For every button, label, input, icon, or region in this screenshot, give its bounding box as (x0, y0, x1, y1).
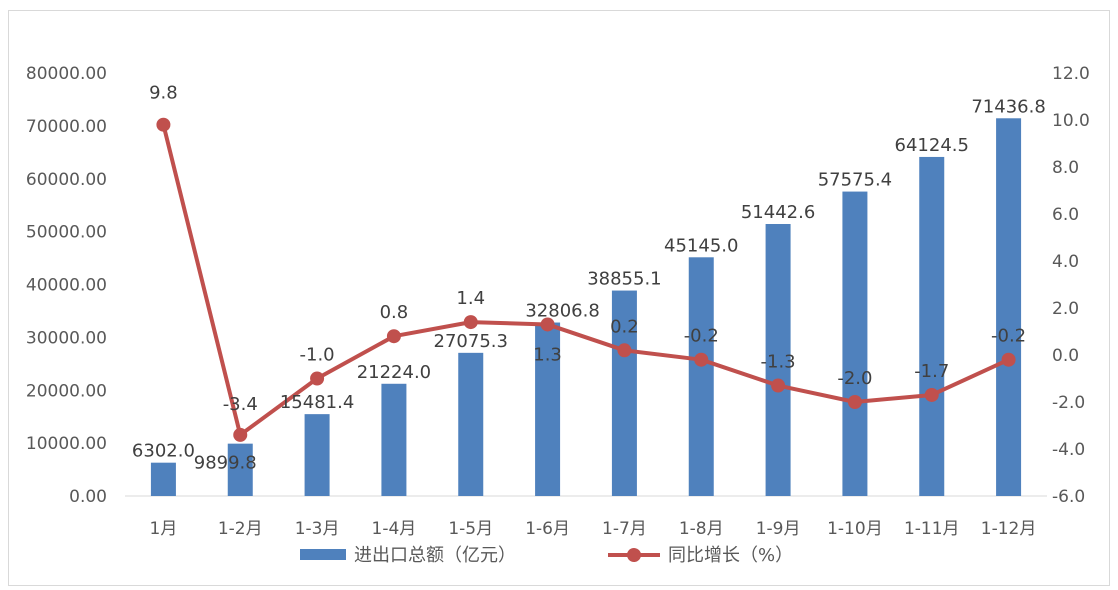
legend: 进出口总额（亿元） 同比增长（%） (300, 545, 793, 566)
line-value-label: 1.3 (533, 344, 562, 365)
bar (842, 191, 868, 496)
line-point (694, 352, 709, 367)
line-point (924, 387, 939, 402)
line-value-label: 0.2 (610, 316, 639, 337)
bar (996, 118, 1022, 496)
line-point (463, 315, 478, 330)
line-value-label: 9.8 (149, 83, 178, 104)
line-value-label: -2.0 (837, 368, 872, 389)
left-axis-tick-label: 80000.00 (26, 64, 107, 84)
left-axis-tick-label: 20000.00 (26, 381, 107, 401)
right-axis-tick-label: -2.0 (1052, 393, 1085, 413)
bar (150, 462, 176, 496)
bar-series (150, 118, 1022, 496)
bar-value-label: 51442.6 (741, 202, 815, 223)
left-axis-tick-label: 0.00 (69, 487, 107, 507)
x-axis-category-label: 1-12月 (981, 519, 1037, 539)
axes: 0.00 10000.00 20000.00 30000.00 40000.00 5000… (26, 64, 1090, 539)
bar-value-label: 21224.0 (357, 362, 431, 383)
bar (611, 290, 637, 496)
x-axis-category-label: 1-11月 (904, 519, 960, 539)
right-axis-tick-label: -4.0 (1052, 440, 1085, 460)
line-value-label: 0.8 (380, 302, 409, 323)
right-axis-tick-label: 0.0 (1052, 346, 1079, 366)
series-line (161, 124, 1010, 437)
line-point (847, 395, 862, 409)
x-axis-category-label: 1月 (150, 519, 178, 539)
line-point (233, 427, 248, 442)
line-value-label: -0.2 (991, 326, 1026, 347)
right-axis-tick-label: 12.0 (1052, 64, 1090, 84)
line-point (771, 378, 786, 393)
line-point (540, 317, 555, 332)
legend-swatch-marker (627, 548, 641, 562)
left-axis-tick-label: 60000.00 (26, 170, 107, 190)
left-axis-tick-label: 40000.00 (26, 276, 107, 296)
right-axis-tick-label: 6.0 (1052, 205, 1079, 225)
line-series (156, 117, 1016, 442)
bar-value-label: 71436.8 (971, 96, 1045, 117)
bar-value-label: 38855.1 (587, 269, 661, 290)
bar-value-label: 32806.8 (525, 301, 599, 322)
line-value-label: -1.3 (761, 352, 796, 373)
left-axis-tick-label: 30000.00 (26, 328, 107, 348)
x-axis-category-label: 1-8月 (679, 519, 724, 539)
bar (535, 322, 561, 496)
right-axis-tick-label: 4.0 (1052, 252, 1079, 272)
bar-value-label: 9899.8 (194, 453, 257, 474)
x-axis-category-label: 1-7月 (602, 519, 647, 539)
line-point (1001, 352, 1016, 367)
line-value-label: -1.0 (300, 345, 335, 366)
bar (688, 257, 714, 496)
line-value-label: 1.4 (456, 288, 485, 309)
bar-value-label: 6302.0 (132, 441, 195, 462)
line-point (310, 371, 325, 386)
bar (919, 156, 945, 496)
line-value-label: -0.2 (684, 326, 719, 347)
line-value-label: -1.7 (914, 361, 949, 382)
bar (458, 352, 484, 496)
left-axis-tick-label: 70000.00 (26, 117, 107, 137)
bar (381, 383, 407, 496)
right-axis-tick-label: -6.0 (1052, 487, 1085, 507)
bar-value-label: 64124.5 (895, 135, 969, 156)
bar-value-label: 15481.4 (280, 392, 354, 413)
right-axis-tick-label: 8.0 (1052, 158, 1079, 178)
bar-value-label: 45145.0 (664, 235, 738, 256)
bar (227, 443, 253, 496)
x-axis-category-label: 1-9月 (756, 519, 801, 539)
right-axis-tick-label: 10.0 (1052, 111, 1090, 131)
line-value-label: -3.4 (223, 394, 258, 415)
x-axis-category-label: 1-3月 (295, 519, 340, 539)
x-axis-category-label: 1-2月 (218, 519, 263, 539)
bar-value-label: 27075.3 (434, 331, 508, 352)
line-point (617, 343, 632, 358)
legend-swatch-bars (300, 549, 346, 560)
bar (304, 414, 330, 496)
legend-label-bars: 进出口总额（亿元） (354, 545, 516, 566)
right-axis-tick-label: 2.0 (1052, 299, 1079, 319)
line-point (386, 329, 401, 344)
legend-label-line: 同比增长（%） (668, 545, 793, 566)
x-axis-category-label: 1-5月 (448, 519, 493, 539)
x-axis-category-label: 1-6月 (525, 519, 570, 539)
left-axis-tick-label: 50000.00 (26, 223, 107, 243)
x-axis-category-label: 1-4月 (372, 519, 417, 539)
bar-value-label: 57575.4 (818, 170, 892, 191)
left-axis-tick-label: 10000.00 (26, 434, 107, 454)
bar (765, 223, 791, 496)
x-axis-category-label: 1-10月 (827, 519, 883, 539)
line-point (156, 117, 171, 132)
